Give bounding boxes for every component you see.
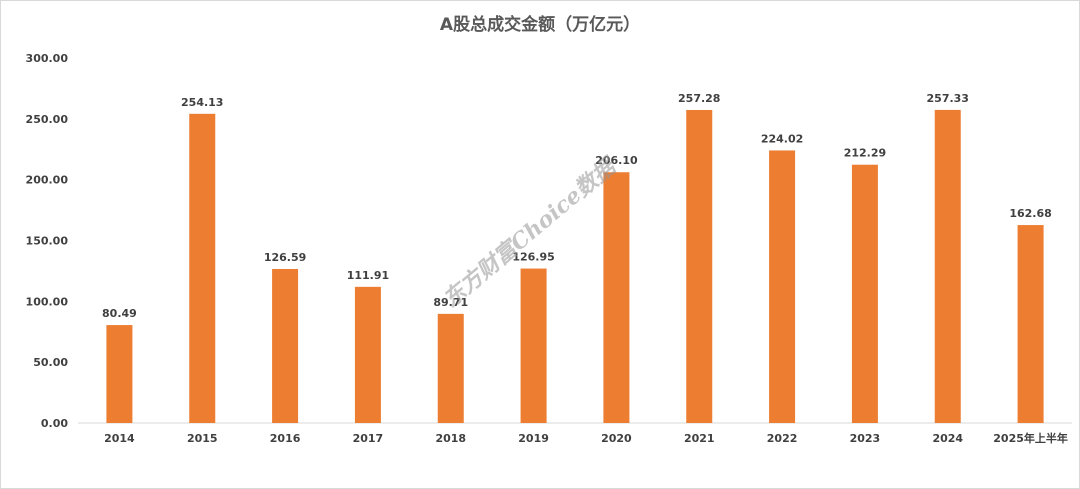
y-tick-label: 200.00: [26, 174, 69, 187]
x-tick-label: 2025年上半年: [993, 431, 1068, 445]
data-label: 257.33: [927, 92, 969, 105]
bar: [1017, 225, 1044, 423]
data-label: 224.02: [761, 132, 803, 145]
x-tick-label: 2014: [104, 432, 135, 445]
data-label: 257.28: [678, 92, 720, 105]
bar: [272, 268, 299, 423]
x-tick-label: 2017: [353, 432, 384, 445]
bar: [851, 164, 878, 423]
x-tick-label: 2018: [435, 432, 466, 445]
chart-title: A股总成交金额（万亿元）: [439, 15, 641, 35]
bar: [437, 313, 464, 423]
bar: [189, 113, 216, 423]
data-label: 212.29: [844, 147, 886, 160]
data-label: 89.71: [433, 296, 468, 309]
y-tick-label: 250.00: [26, 113, 69, 126]
x-tick-label: 2020: [601, 432, 632, 445]
x-tick-label: 2019: [518, 432, 549, 445]
y-tick-label: 50.00: [33, 356, 68, 369]
y-tick-label: 150.00: [26, 235, 69, 248]
bar: [603, 172, 630, 423]
x-tick-label: 2024: [932, 432, 963, 445]
x-tick-label: 2022: [767, 432, 798, 445]
data-label: 126.95: [512, 251, 554, 264]
x-tick-label: 2015: [187, 432, 218, 445]
data-label: 80.49: [102, 307, 137, 320]
y-tick-label: 0.00: [41, 417, 68, 430]
x-tick-label: 2021: [684, 432, 715, 445]
y-tick-label: 300.00: [26, 52, 69, 65]
bar: [106, 325, 133, 423]
data-label: 162.68: [1009, 207, 1051, 220]
data-label: 206.10: [595, 154, 638, 167]
x-tick-label: 2023: [850, 432, 881, 445]
data-label: 126.59: [264, 251, 306, 264]
bar: [354, 286, 381, 423]
y-tick-label: 100.00: [26, 295, 69, 308]
bar: [686, 109, 713, 423]
data-label: 254.13: [181, 96, 223, 109]
bar: [769, 150, 796, 424]
bar: [520, 268, 547, 423]
x-tick-label: 2016: [270, 432, 301, 445]
data-label: 111.91: [347, 269, 389, 282]
bar: [934, 109, 961, 424]
